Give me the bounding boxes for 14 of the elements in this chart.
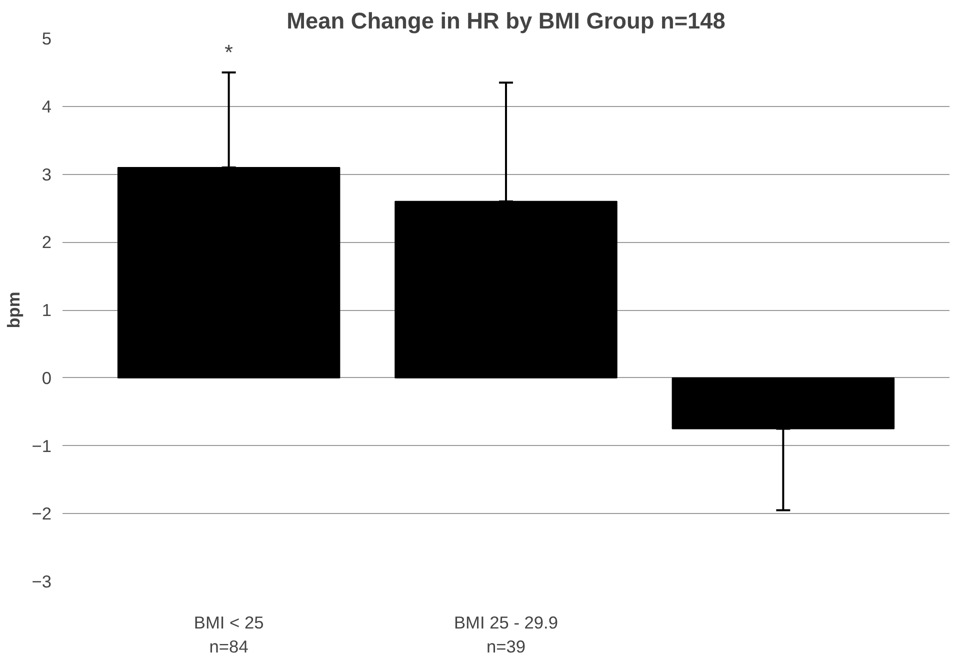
x-tick-label: BMI < 25 n=84 [194, 612, 264, 656]
y-tick-label: −2 [32, 504, 52, 524]
chart-title: Mean Change in HR by BMI Group n=148 [286, 8, 726, 34]
y-tick-label: 3 [42, 164, 52, 184]
y-tick-label: 5 [42, 28, 52, 48]
y-tick-label: −1 [32, 436, 52, 456]
y-tick-label: 4 [42, 96, 52, 116]
y-tick-label: 0 [42, 368, 52, 388]
y-tick-label: 2 [42, 232, 52, 252]
annotation: * [224, 40, 233, 64]
y-tick-label: −3 [32, 572, 52, 592]
y-tick-label: 1 [42, 300, 52, 320]
y-axis-title: bpm [4, 292, 24, 328]
x-tick-label: BMI 25 - 29.9 n=39 [454, 612, 558, 656]
